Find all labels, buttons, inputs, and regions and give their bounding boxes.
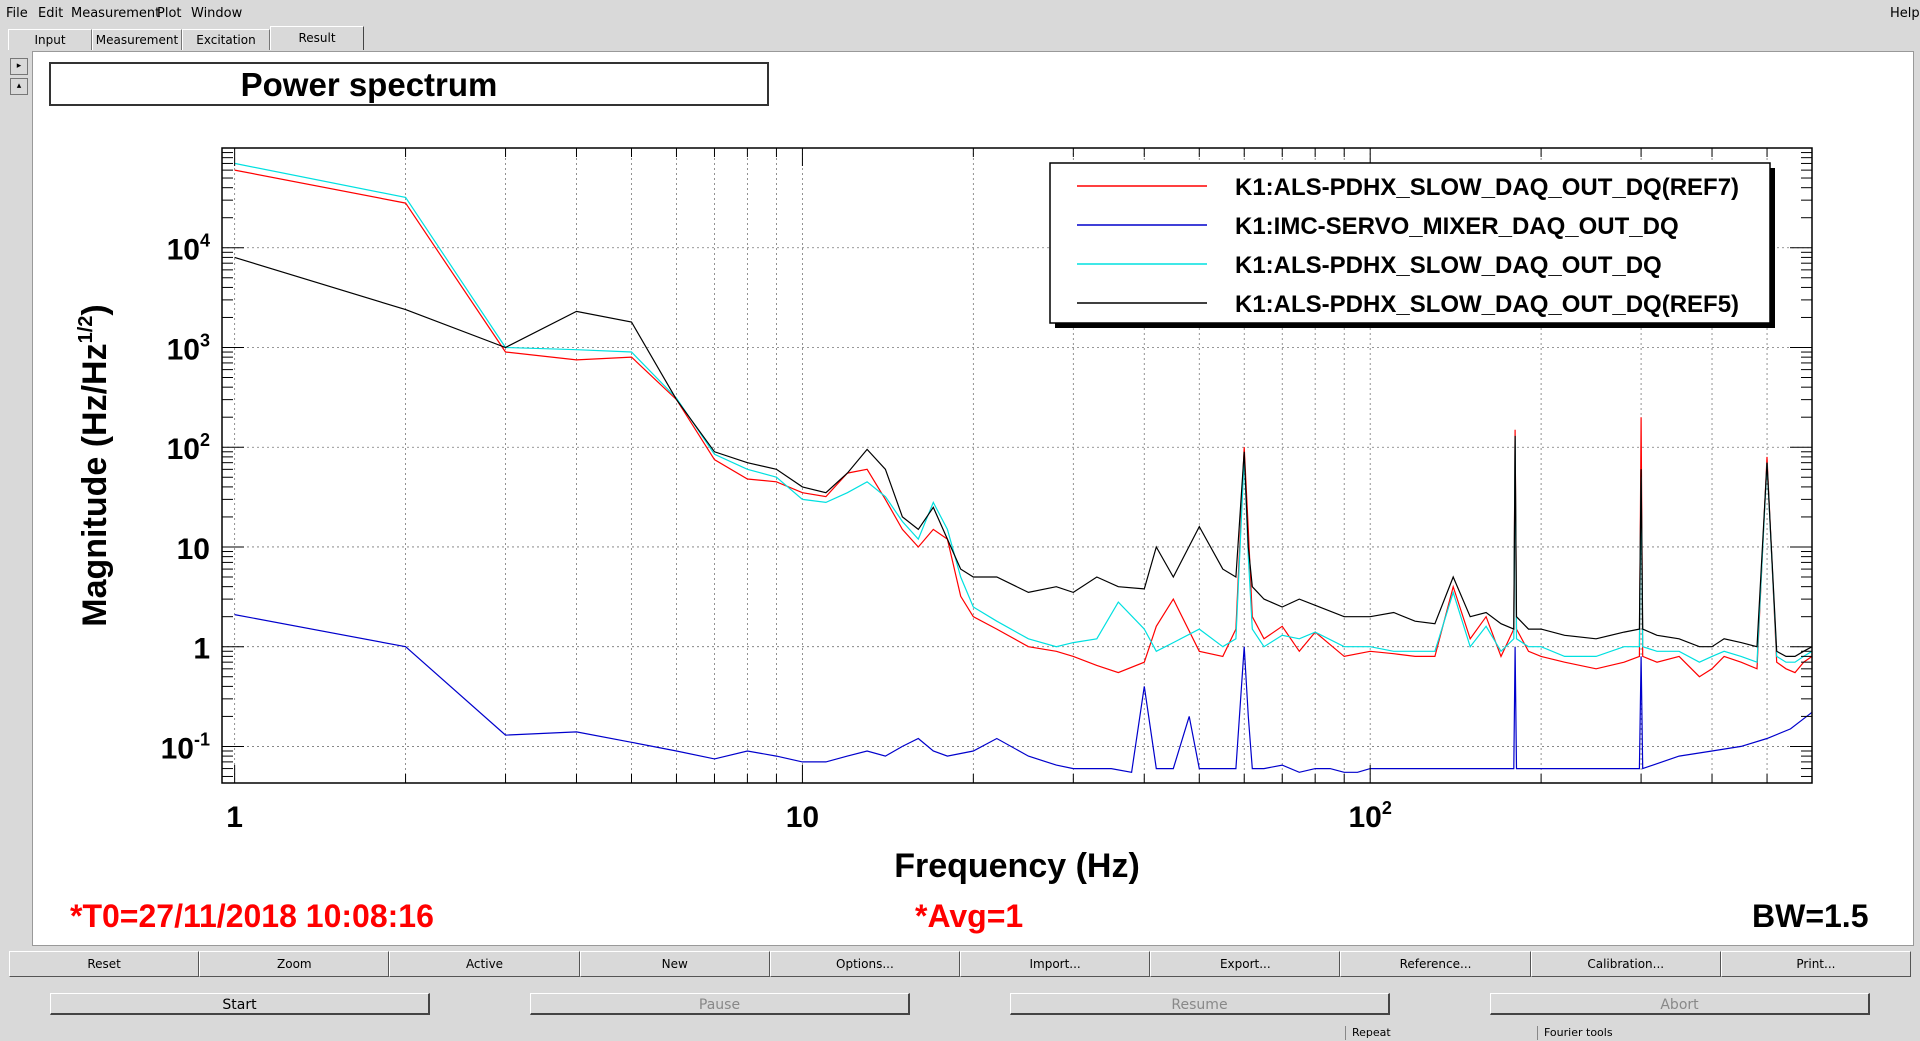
start-button[interactable]: Start	[50, 993, 430, 1015]
plot-title: Power spectrum	[49, 62, 769, 106]
new-button[interactable]: New	[579, 951, 770, 977]
plot-button-row: Reset Zoom Active New Options... Import.…	[9, 951, 1912, 977]
scroll-up-icon[interactable]: ▴	[10, 78, 28, 95]
calibration-button[interactable]: Calibration...	[1530, 951, 1721, 977]
tab-result[interactable]: Result	[270, 26, 364, 50]
menu-window[interactable]: Window	[191, 6, 243, 21]
reset-button[interactable]: Reset	[9, 951, 200, 977]
avg-status: *Avg=1	[915, 898, 1024, 934]
menu-plot[interactable]: Plot	[157, 6, 182, 21]
status-bar: Repeat Fourier tools	[0, 1024, 1920, 1041]
pause-button[interactable]: Pause	[530, 993, 910, 1015]
import-button[interactable]: Import...	[960, 951, 1151, 977]
menu-measurement[interactable]: Measurement	[71, 6, 161, 21]
abort-button[interactable]: Abort	[1490, 993, 1870, 1015]
menu-bar: File Edit Measurement Plot Window Help	[0, 0, 1920, 26]
zoom-button[interactable]: Zoom	[199, 951, 390, 977]
tab-input[interactable]: Input	[8, 29, 92, 50]
menu-help[interactable]: Help	[1890, 6, 1920, 21]
active-button[interactable]: Active	[389, 951, 580, 977]
tab-bar: Input Measurement Excitation Result	[0, 26, 1920, 51]
export-button[interactable]: Export...	[1150, 951, 1341, 977]
statusbar-repeat: Repeat	[1345, 1026, 1532, 1040]
t0-status: *T0=27/11/2018 10:08:16	[70, 898, 434, 934]
bw-status: BW=1.5	[1752, 898, 1869, 934]
scroll-right-icon[interactable]: ▸	[10, 58, 28, 75]
options-button[interactable]: Options...	[769, 951, 961, 977]
menu-file[interactable]: File	[6, 6, 28, 21]
plot-panel	[32, 51, 1914, 946]
menu-edit[interactable]: Edit	[38, 6, 64, 21]
statusbar-fourier-tools: Fourier tools	[1537, 1026, 1724, 1040]
reference-button[interactable]: Reference...	[1340, 951, 1531, 977]
print-button[interactable]: Print...	[1720, 951, 1912, 977]
tab-excitation[interactable]: Excitation	[182, 29, 270, 50]
resume-button[interactable]: Resume	[1010, 993, 1390, 1015]
tab-measurement[interactable]: Measurement	[92, 29, 182, 50]
